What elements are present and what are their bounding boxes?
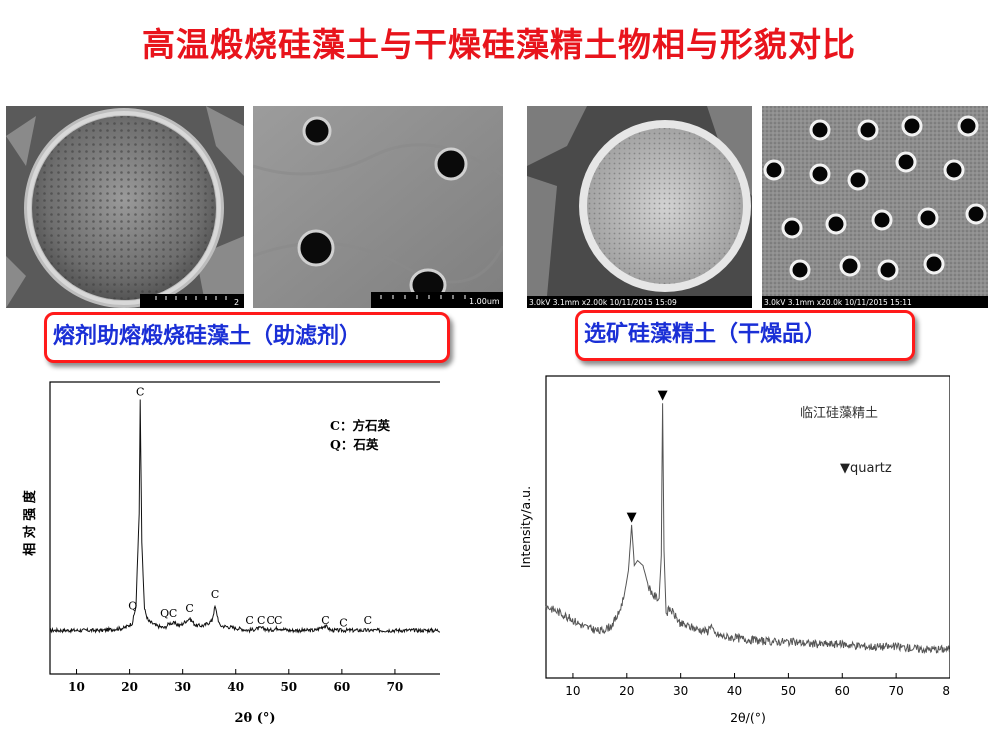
chart2-series-line [545, 403, 950, 655]
chart1-peak-annotation: C [169, 607, 177, 620]
label-dried-diatomite: 选矿硅藻精土（干燥品） [575, 310, 915, 361]
chart2-title: 临江硅藻精土 [800, 406, 878, 421]
xrd-chart-dried: ▼ ▼ 10 20 30 40 50 60 70 80 临江硅藻精土 ▼quartz 2θ/(°… [518, 375, 950, 725]
chart1-xtick-label: 30 [174, 680, 191, 694]
chart1-legend-1: Q：石英 [330, 437, 379, 452]
chart1-xtick-label: 20 [121, 680, 138, 694]
chart2-peak-annotation: ▼ [627, 510, 637, 525]
chart1-peak-annotation: C [321, 614, 329, 627]
chart1-series-line [49, 399, 440, 635]
sem-scale-text: 2 [234, 298, 239, 307]
sem-dried-pores-image: 3.0kV 3.1mm x20.0k 10/11/2015 15:11 [762, 106, 988, 308]
chart1-xtick-label: 10 [68, 680, 85, 694]
chart1-peak-annotation: C [339, 616, 347, 629]
sem-calcined-pores-image: 1.00um [253, 106, 503, 308]
chart2-peak-annotation: ▼ [658, 388, 668, 403]
chart1-xtick-label: 60 [334, 680, 351, 694]
chart2-xtick-label: 70 [888, 684, 903, 698]
chart2-xtick-label: 40 [727, 684, 742, 698]
sem-caption: 3.0kV 3.1mm x2.00k 10/11/2015 15:09 [529, 298, 677, 307]
chart1-peak-annotation: C [245, 614, 253, 627]
chart1-peak-annotation: C [274, 614, 282, 627]
chart1-plot-frame [49, 381, 440, 675]
chart1-xlabel: 2θ (°) [234, 711, 275, 726]
sem-dried-overview-image: 3.0kV 3.1mm x2.00k 10/11/2015 15:09 [527, 106, 752, 308]
chart1-peak-annotation: Q [128, 600, 137, 613]
chart2-xtick-label: 60 [835, 684, 850, 698]
chart2-ylabel: Intensity/a.u. [518, 486, 533, 568]
chart1-peak-annotation: Q [160, 607, 169, 620]
chart2-xtick-label: 10 [565, 684, 580, 698]
chart2-plot-frame [545, 375, 950, 679]
chart1-peak-annotation: C [257, 614, 265, 627]
sem-scale-text: 1.00um [469, 297, 500, 306]
chart1-peak-annotation: C [136, 386, 144, 399]
chart1-xtick-label: 50 [280, 680, 297, 694]
sem-calcined-overview-image: 2 [6, 106, 244, 308]
chart2-xtick-label: 30 [673, 684, 688, 698]
chart2-xtick-label: 80 [942, 684, 950, 698]
chart2-xtick-label: 20 [619, 684, 634, 698]
chart2-legend-0: ▼quartz [840, 461, 892, 476]
label-calcined-diatomite: 熔剂助熔煅烧硅藻土（助滤剂） [44, 312, 450, 363]
chart1-xtick-label: 40 [227, 680, 244, 694]
chart2-xlabel: 2θ/(°) [730, 710, 766, 725]
chart1-peak-annotation: C [267, 614, 275, 627]
chart1-peak-annotation: C [211, 588, 219, 601]
sem-caption: 3.0kV 3.1mm x20.0k 10/11/2015 15:11 [764, 298, 912, 307]
chart1-peak-annotation: C [185, 602, 193, 615]
chart2-xtick-label: 50 [781, 684, 796, 698]
chart1-peak-annotation: C [364, 614, 372, 627]
slide-title: 高温煅烧硅藻土与干燥硅藻精土物相与形貌对比 [142, 25, 856, 64]
chart1-ylabel: 相 对 强 度 [22, 489, 38, 556]
chart1-legend-0: C：方石英 [330, 418, 390, 433]
chart1-xtick-label: 70 [387, 680, 404, 694]
